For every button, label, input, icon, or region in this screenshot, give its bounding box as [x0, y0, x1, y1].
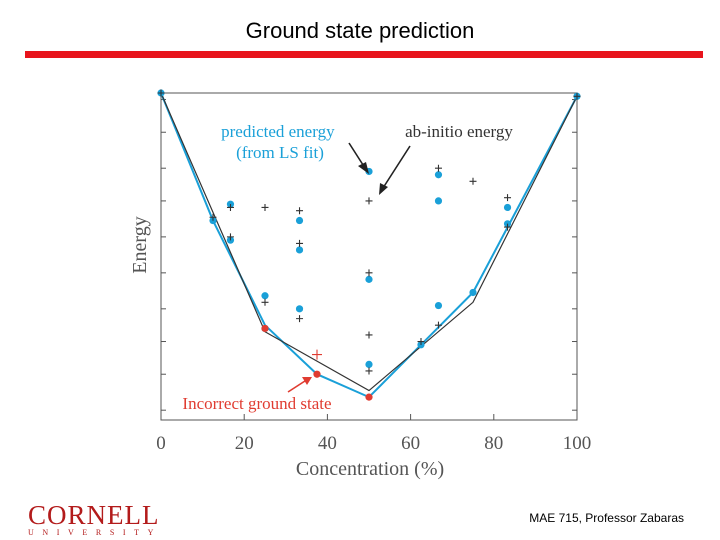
- predicted-energy-point: [295, 246, 304, 254]
- x-axis-label: Concentration (%): [296, 458, 444, 480]
- y-axis-label: Energy: [129, 216, 151, 273]
- abinitio-energy-point: [296, 207, 304, 215]
- cornell-logo: CORNELL UNIVERSITY: [28, 502, 168, 538]
- x-tick-label: 60: [401, 433, 420, 454]
- abinitio-energy-point: [504, 194, 512, 202]
- data-marks: [157, 89, 581, 401]
- incorrect-ground-state-point: [313, 370, 321, 378]
- predicted-arrowhead: [358, 162, 369, 174]
- predicted-energy-point: [261, 292, 269, 300]
- abinitio-arrowhead: [379, 183, 388, 195]
- annotation-arrows: [287, 142, 411, 393]
- abinitio-energy-point: [504, 223, 512, 231]
- x-tick-label: 40: [318, 433, 337, 454]
- abinitio-energy-point: [261, 203, 269, 211]
- hull-lines: [160, 92, 578, 399]
- incorrect-arrowhead: [302, 377, 312, 385]
- abinitio-energy-point: [573, 92, 581, 100]
- predicted-energy-point: [469, 288, 477, 297]
- title-rule: [25, 51, 703, 58]
- predicted-energy-point: [365, 275, 373, 283]
- predicted-energy-point: [503, 203, 512, 212]
- abinitio-energy-point: [296, 239, 304, 247]
- abinitio-energy-point: [365, 269, 373, 277]
- axis-ticks: [160, 99, 578, 420]
- abinitio-energy-point: [226, 203, 234, 211]
- footer-text: MAE 715, Professor Zabaras: [529, 511, 684, 525]
- predicted-hull-line: [160, 92, 578, 399]
- abinitio-energy-point: [434, 321, 442, 329]
- abinitio-annotation: ab-initio energy: [405, 122, 513, 141]
- abinitio-arrow: [382, 145, 411, 189]
- slide-title: Ground state prediction: [245, 18, 475, 43]
- incorrect-ground-state-point: [261, 324, 269, 333]
- abinitio-energy-point: [296, 315, 304, 323]
- abinitio-energy-point: [469, 177, 477, 185]
- plot-frame: [160, 92, 578, 421]
- x-tick-label: 100: [563, 433, 592, 454]
- predicted-energy-point: [434, 171, 443, 179]
- predicted-energy-point: [295, 216, 304, 225]
- x-tick-label: 20: [235, 433, 254, 454]
- incorrect-abinitio-point: [312, 349, 322, 360]
- abinitio-energy-point: [365, 197, 373, 205]
- predicted-energy-point: [434, 301, 443, 310]
- incorrect-ground-state-point: [365, 393, 373, 401]
- predicted-energy-point: [434, 197, 443, 205]
- abinitio-energy-point: [226, 233, 234, 241]
- incorrect-annotation: Incorrect ground state: [182, 394, 331, 413]
- abinitio-energy-point: [365, 331, 373, 339]
- x-tick-label: 0: [156, 433, 166, 454]
- abinitio-energy-point: [209, 213, 217, 221]
- logo-subtext: UNIVERSITY: [28, 528, 162, 537]
- abinitio-hull-line: [160, 92, 578, 392]
- x-tick-label: 80: [484, 433, 503, 454]
- abinitio-energy-point: [417, 338, 425, 346]
- predicted-energy-point: [295, 305, 304, 313]
- incorrect-arrow: [287, 380, 306, 393]
- logo-wordmark: CORNELL: [28, 500, 160, 530]
- abinitio-energy-point: [365, 367, 373, 375]
- predicted-annotation: predicted energy (from LS fit): [221, 122, 339, 162]
- predicted-energy-point: [365, 360, 373, 369]
- abinitio-energy-point: [434, 164, 442, 172]
- x-tick-labels: 0 20 40 60 80 100: [156, 433, 591, 454]
- abinitio-energy-point: [261, 298, 269, 306]
- abinitio-energy-point: [157, 89, 165, 97]
